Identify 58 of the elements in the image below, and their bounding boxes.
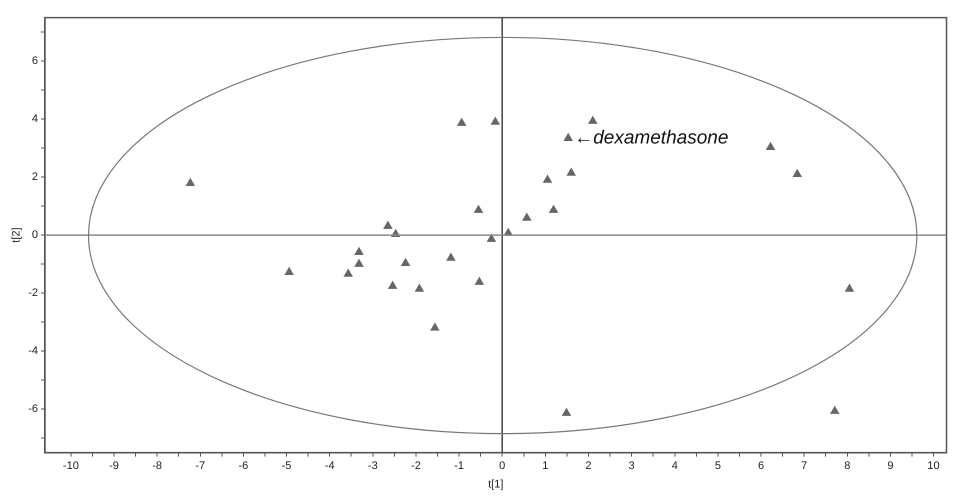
x-tick-label: 3 (628, 460, 635, 472)
point (549, 205, 558, 213)
x-tick-label: -6 (238, 460, 248, 472)
point (792, 169, 802, 177)
point (487, 234, 496, 242)
point (430, 322, 440, 331)
x-tick-label: -8 (152, 460, 162, 472)
point (354, 247, 364, 255)
point (457, 118, 466, 126)
point (490, 117, 500, 125)
y-tick-label: 2 (32, 171, 38, 184)
point (562, 408, 571, 416)
x-tick-label: -5 (282, 460, 292, 472)
y-tick-label: 4 (32, 113, 38, 126)
point (284, 267, 294, 275)
y-tick-label: -6 (28, 403, 38, 416)
x-tick-label: 4 (672, 460, 678, 472)
x-tick-label: -10 (62, 460, 79, 472)
point (474, 205, 483, 213)
x-tick-label: -3 (368, 460, 378, 472)
x-tick-label: 9 (887, 460, 894, 472)
point (384, 221, 392, 229)
y-tick-label: -2 (28, 287, 38, 300)
x-axis-title: t[1] (488, 478, 504, 490)
x-tick-label: 7 (801, 460, 808, 472)
x-tick-label: 2 (585, 460, 592, 472)
y-axis-title: t[2] (10, 227, 23, 243)
point (344, 268, 353, 277)
point (474, 277, 484, 285)
x-tick-label: -4 (324, 460, 335, 472)
x-tick-label: 8 (844, 460, 850, 472)
point (401, 258, 410, 266)
y-tick-label: -4 (28, 345, 38, 358)
annotation: ←dexamethasone (574, 128, 728, 149)
x-tick-label: -9 (109, 460, 119, 472)
point (522, 212, 532, 221)
x-tick-label: 0 (499, 460, 506, 472)
x-tick-label: -1 (454, 460, 464, 472)
point (564, 133, 573, 141)
x-tick-label: 5 (714, 460, 721, 472)
x-tick-label: 6 (758, 460, 764, 472)
y-tick-label: 0 (32, 229, 38, 242)
point (588, 116, 598, 124)
point (186, 178, 195, 186)
point (566, 168, 576, 176)
x-tick-label: 10 (927, 460, 940, 472)
point (543, 175, 552, 183)
point (830, 406, 840, 414)
point (446, 253, 456, 261)
point (354, 259, 364, 267)
point (845, 284, 854, 292)
point (388, 281, 398, 289)
point (414, 284, 424, 292)
x-tick-label: 1 (542, 460, 548, 472)
x-tick-label: -7 (195, 460, 206, 472)
y-tick-label: 6 (32, 55, 38, 68)
point (766, 142, 775, 150)
x-tick-label: -2 (411, 460, 421, 472)
